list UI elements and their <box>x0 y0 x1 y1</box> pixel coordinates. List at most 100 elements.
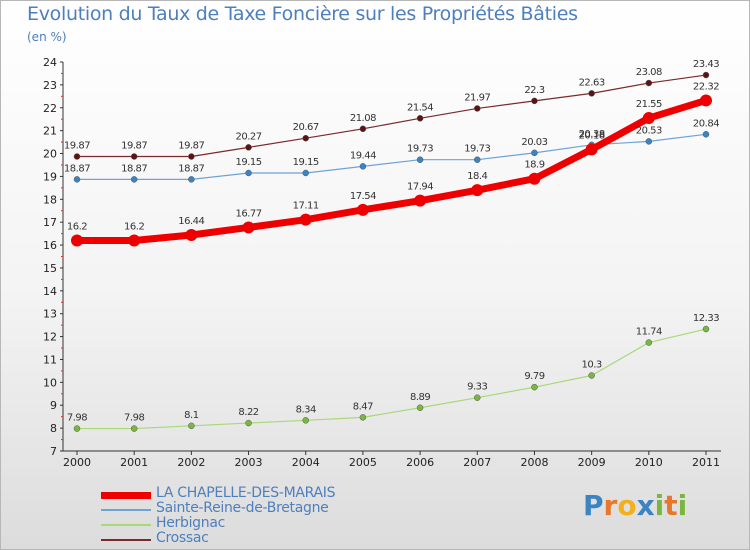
data-label: 20.38 <box>579 129 605 140</box>
data-point <box>531 97 538 105</box>
x-tick-label: 2001 <box>120 456 148 469</box>
y-tick-label: 20 <box>43 148 57 161</box>
data-label: 22.32 <box>693 81 719 92</box>
y-tick-label: 17 <box>43 216 57 229</box>
legend-swatch <box>101 524 151 526</box>
data-label: 17.94 <box>407 182 433 193</box>
y-tick-label: 9 <box>50 399 57 412</box>
x-tick-label: 2007 <box>463 456 491 469</box>
data-point <box>585 143 598 156</box>
data-point <box>416 115 424 122</box>
x-tick-label: 2011 <box>692 456 720 469</box>
data-label: 16.2 <box>67 221 87 232</box>
data-label: 7.98 <box>124 413 144 424</box>
x-tick-label: 2010 <box>635 456 663 469</box>
data-point <box>528 172 541 185</box>
data-point <box>359 163 367 170</box>
data-label: 20.67 <box>293 122 319 133</box>
y-tick-label: 14 <box>43 285 57 298</box>
data-point <box>188 153 195 160</box>
data-point <box>531 149 538 157</box>
legend-label: Crossac <box>156 530 209 546</box>
data-point <box>188 422 195 430</box>
x-tick-label: 2005 <box>349 456 377 469</box>
data-point <box>531 383 538 391</box>
y-tick-label: 21 <box>43 125 57 138</box>
data-point <box>474 105 481 112</box>
x-tick-label: 2009 <box>578 456 606 469</box>
data-point <box>185 228 198 241</box>
data-label: 18.4 <box>467 171 487 182</box>
logo-letter: x <box>636 489 655 522</box>
legend-label: Sainte-Reine-de-Bretagne <box>156 500 329 516</box>
data-point <box>130 153 138 160</box>
legend-swatch <box>101 509 151 511</box>
series-line <box>73 96 710 244</box>
data-point <box>645 339 653 346</box>
data-point <box>588 90 595 97</box>
logo-letter: t <box>664 489 678 522</box>
data-point <box>356 203 369 216</box>
data-label: 9.79 <box>524 371 544 382</box>
y-tick-label: 19 <box>43 170 57 183</box>
data-label: 19.87 <box>178 141 204 152</box>
data-label: 21.97 <box>464 92 490 103</box>
data-label: 18.9 <box>524 160 544 171</box>
data-point <box>471 184 484 197</box>
axes: 7 8 9 10 11 12 13 14 15 16 17 18 19 20 21 22 23 24 2000 200… <box>43 56 721 469</box>
data-point <box>414 194 427 207</box>
data-point <box>302 134 309 142</box>
legend-swatch <box>101 491 151 499</box>
legend-swatch <box>101 539 151 541</box>
data-label: 19.87 <box>64 141 90 152</box>
data-point <box>188 176 195 183</box>
data-label: 8.1 <box>184 410 199 421</box>
data-label: 17.11 <box>293 201 319 212</box>
data-point <box>245 144 252 151</box>
data-point <box>242 221 255 234</box>
data-label: 19.15 <box>293 157 319 168</box>
data-point <box>416 404 424 412</box>
y-tick-label: 12 <box>43 331 57 344</box>
data-point <box>474 394 481 401</box>
x-tick-label: 2000 <box>63 456 91 469</box>
data-label: 17.54 <box>350 191 376 202</box>
y-tick-label: 18 <box>43 193 57 206</box>
data-label: 9.33 <box>467 382 487 393</box>
data-point <box>359 125 367 133</box>
data-label: 20.84 <box>693 118 719 129</box>
data-label: 19.73 <box>464 144 490 155</box>
y-tick-label: 8 <box>50 422 57 435</box>
data-label: 8.47 <box>353 401 373 412</box>
y-tick-label: 7 <box>50 445 57 458</box>
y-tick-label: 11 <box>43 353 57 366</box>
y-tick-label: 13 <box>43 308 57 321</box>
logo-letter: i <box>654 489 665 522</box>
x-tick-label: 2004 <box>292 456 320 469</box>
data-point <box>702 131 710 138</box>
data-point <box>71 234 83 247</box>
data-label: 19.44 <box>350 150 376 161</box>
data-label: 19.73 <box>407 144 433 155</box>
legend-label: Herbignac <box>156 515 226 531</box>
data-label: 21.54 <box>407 102 433 113</box>
data-point <box>299 213 312 226</box>
data-point <box>245 169 252 177</box>
data-point <box>359 414 367 421</box>
proxiti-logo: Proxiti <box>583 489 687 522</box>
data-point <box>474 156 481 163</box>
data-label: 20.53 <box>636 125 662 136</box>
logo-letter: r <box>603 489 618 522</box>
data-label: 11.74 <box>636 327 662 338</box>
logo-letter: o <box>617 489 637 522</box>
data-label: 20.18 <box>579 130 605 141</box>
data-point <box>302 417 309 424</box>
data-point <box>73 153 81 160</box>
data-point <box>642 112 655 125</box>
data-label: 19.15 <box>235 157 261 168</box>
x-tick-label: 2002 <box>177 456 205 469</box>
data-point <box>302 169 309 177</box>
x-tick-label: 2008 <box>520 456 548 469</box>
